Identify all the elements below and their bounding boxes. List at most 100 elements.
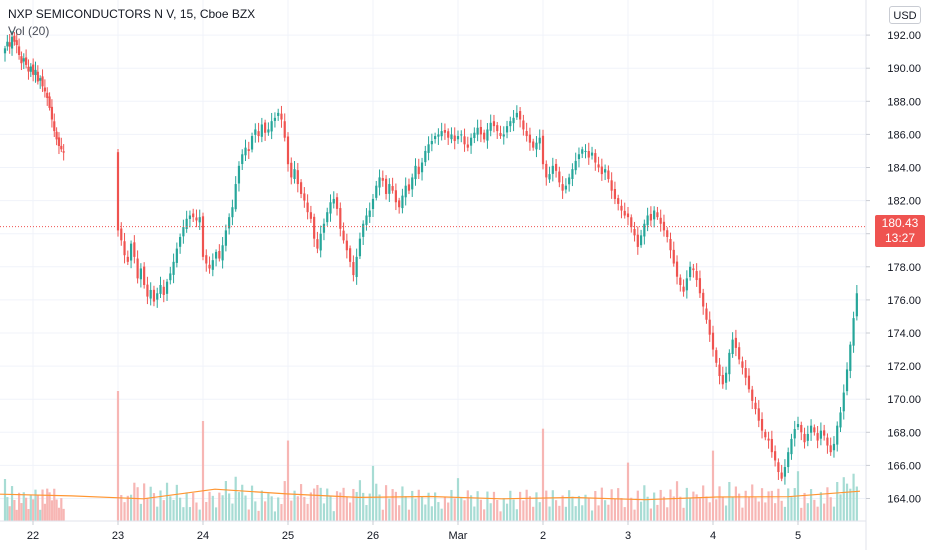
candle-body: [855, 293, 858, 317]
volume-bar: [273, 511, 277, 521]
candle-body: [375, 185, 378, 198]
volume-bar: [224, 481, 227, 521]
volume-bar: [509, 490, 512, 521]
candle-body: [705, 308, 708, 320]
candle-body: [577, 154, 581, 160]
volume-bar: [316, 485, 319, 521]
candle-body: [185, 218, 188, 230]
volume-bar: [39, 509, 42, 521]
volume-bar: [793, 488, 796, 521]
symbol-title[interactable]: NXP SEMICONDUCTORS N V, 15, Cboe BZX: [8, 7, 256, 21]
candle-body: [332, 198, 335, 204]
candle-body: [463, 136, 466, 145]
candle-body: [299, 182, 303, 194]
candle-body: [237, 165, 241, 184]
volume-bar: [192, 492, 195, 521]
price-tick-label: 192.00: [887, 30, 921, 42]
volume-bar: [13, 499, 16, 521]
time-tick-label: 3: [625, 530, 631, 542]
candle-body: [456, 136, 460, 140]
candle-body: [165, 281, 169, 294]
candles: [3, 30, 858, 485]
candle-body: [515, 112, 518, 118]
candle-body: [780, 472, 783, 479]
candle-body: [381, 178, 384, 181]
volume-bar: [639, 501, 643, 521]
volume-bar: [708, 502, 711, 521]
chart-legend: NXP SEMICONDUCTORS N V, 15, Cboe BZX Vol…: [8, 6, 255, 40]
candle-body: [486, 129, 489, 141]
candle-body: [133, 242, 136, 257]
volume-bar: [476, 491, 479, 521]
candle-body: [335, 197, 339, 209]
volume-bar: [159, 490, 162, 521]
candle-body: [129, 243, 133, 261]
volume-bar: [489, 503, 492, 521]
volume-bar: [728, 481, 731, 521]
candle-body: [322, 223, 326, 233]
volume-bar: [362, 492, 365, 521]
candle-body: [303, 193, 306, 201]
volume-bar: [414, 498, 417, 521]
volume-bar: [675, 481, 679, 521]
volume-bar: [228, 493, 231, 521]
candle-body: [460, 134, 463, 136]
candle-body: [809, 425, 813, 433]
candle-body: [633, 229, 636, 236]
price-axis[interactable]: 164.00 166.00 168.00 170.00 172.00 174.00 176.…: [866, 30, 921, 506]
candle-body: [20, 56, 23, 64]
candle-body: [806, 433, 809, 441]
candle-body: [32, 64, 35, 75]
candle-body: [41, 76, 44, 87]
candle-body: [669, 238, 672, 251]
price-tick-label: 168.00: [887, 427, 921, 439]
volume-bar: [571, 496, 574, 521]
volume-bar: [682, 507, 685, 521]
candle-body: [149, 289, 152, 299]
volume-bar: [43, 503, 46, 521]
volume-bar: [836, 481, 839, 521]
currency-button[interactable]: USD: [889, 6, 921, 24]
time-axis[interactable]: 22 23 24 25 26 Mar 2 3 4 5: [27, 521, 801, 542]
volume-bar: [260, 490, 263, 521]
candle-body: [365, 215, 368, 225]
volume-bar: [852, 473, 855, 521]
volume-bar: [254, 501, 257, 521]
volume-bar: [823, 503, 826, 521]
volume-bar: [162, 500, 165, 521]
volume-bar: [587, 498, 590, 521]
volume-bar: [270, 496, 273, 521]
volume-bar: [842, 477, 845, 521]
volume-bar: [48, 492, 51, 521]
candle-body: [326, 212, 329, 223]
candle-body: [391, 186, 394, 191]
candle-body: [378, 177, 381, 188]
candle-body: [829, 445, 832, 453]
volume-bar: [731, 496, 734, 521]
candle-body: [502, 134, 505, 137]
candle-body: [571, 169, 574, 179]
volume-bar: [545, 490, 548, 521]
candle-body: [545, 163, 548, 178]
volume-bar: [407, 509, 411, 521]
volume-bar: [34, 489, 37, 521]
volume-bar: [133, 482, 136, 521]
candle-body: [649, 213, 652, 221]
candle-body: [672, 249, 675, 264]
volume-bar: [53, 488, 56, 521]
volume-bar: [120, 495, 123, 521]
volume-bar: [303, 496, 306, 521]
volume-bar: [10, 486, 14, 521]
candle-body: [643, 223, 646, 237]
volume-indicator-label[interactable]: Vol (20): [8, 24, 50, 38]
candle-body: [836, 425, 839, 445]
volume-bar: [188, 507, 192, 521]
candle-body: [306, 202, 309, 213]
volume-bars: [3, 391, 858, 521]
candle-body: [283, 121, 286, 138]
volume-bar: [653, 492, 656, 521]
volume-bar: [25, 497, 28, 521]
candle-body: [254, 129, 257, 135]
volume-bar: [855, 486, 858, 521]
